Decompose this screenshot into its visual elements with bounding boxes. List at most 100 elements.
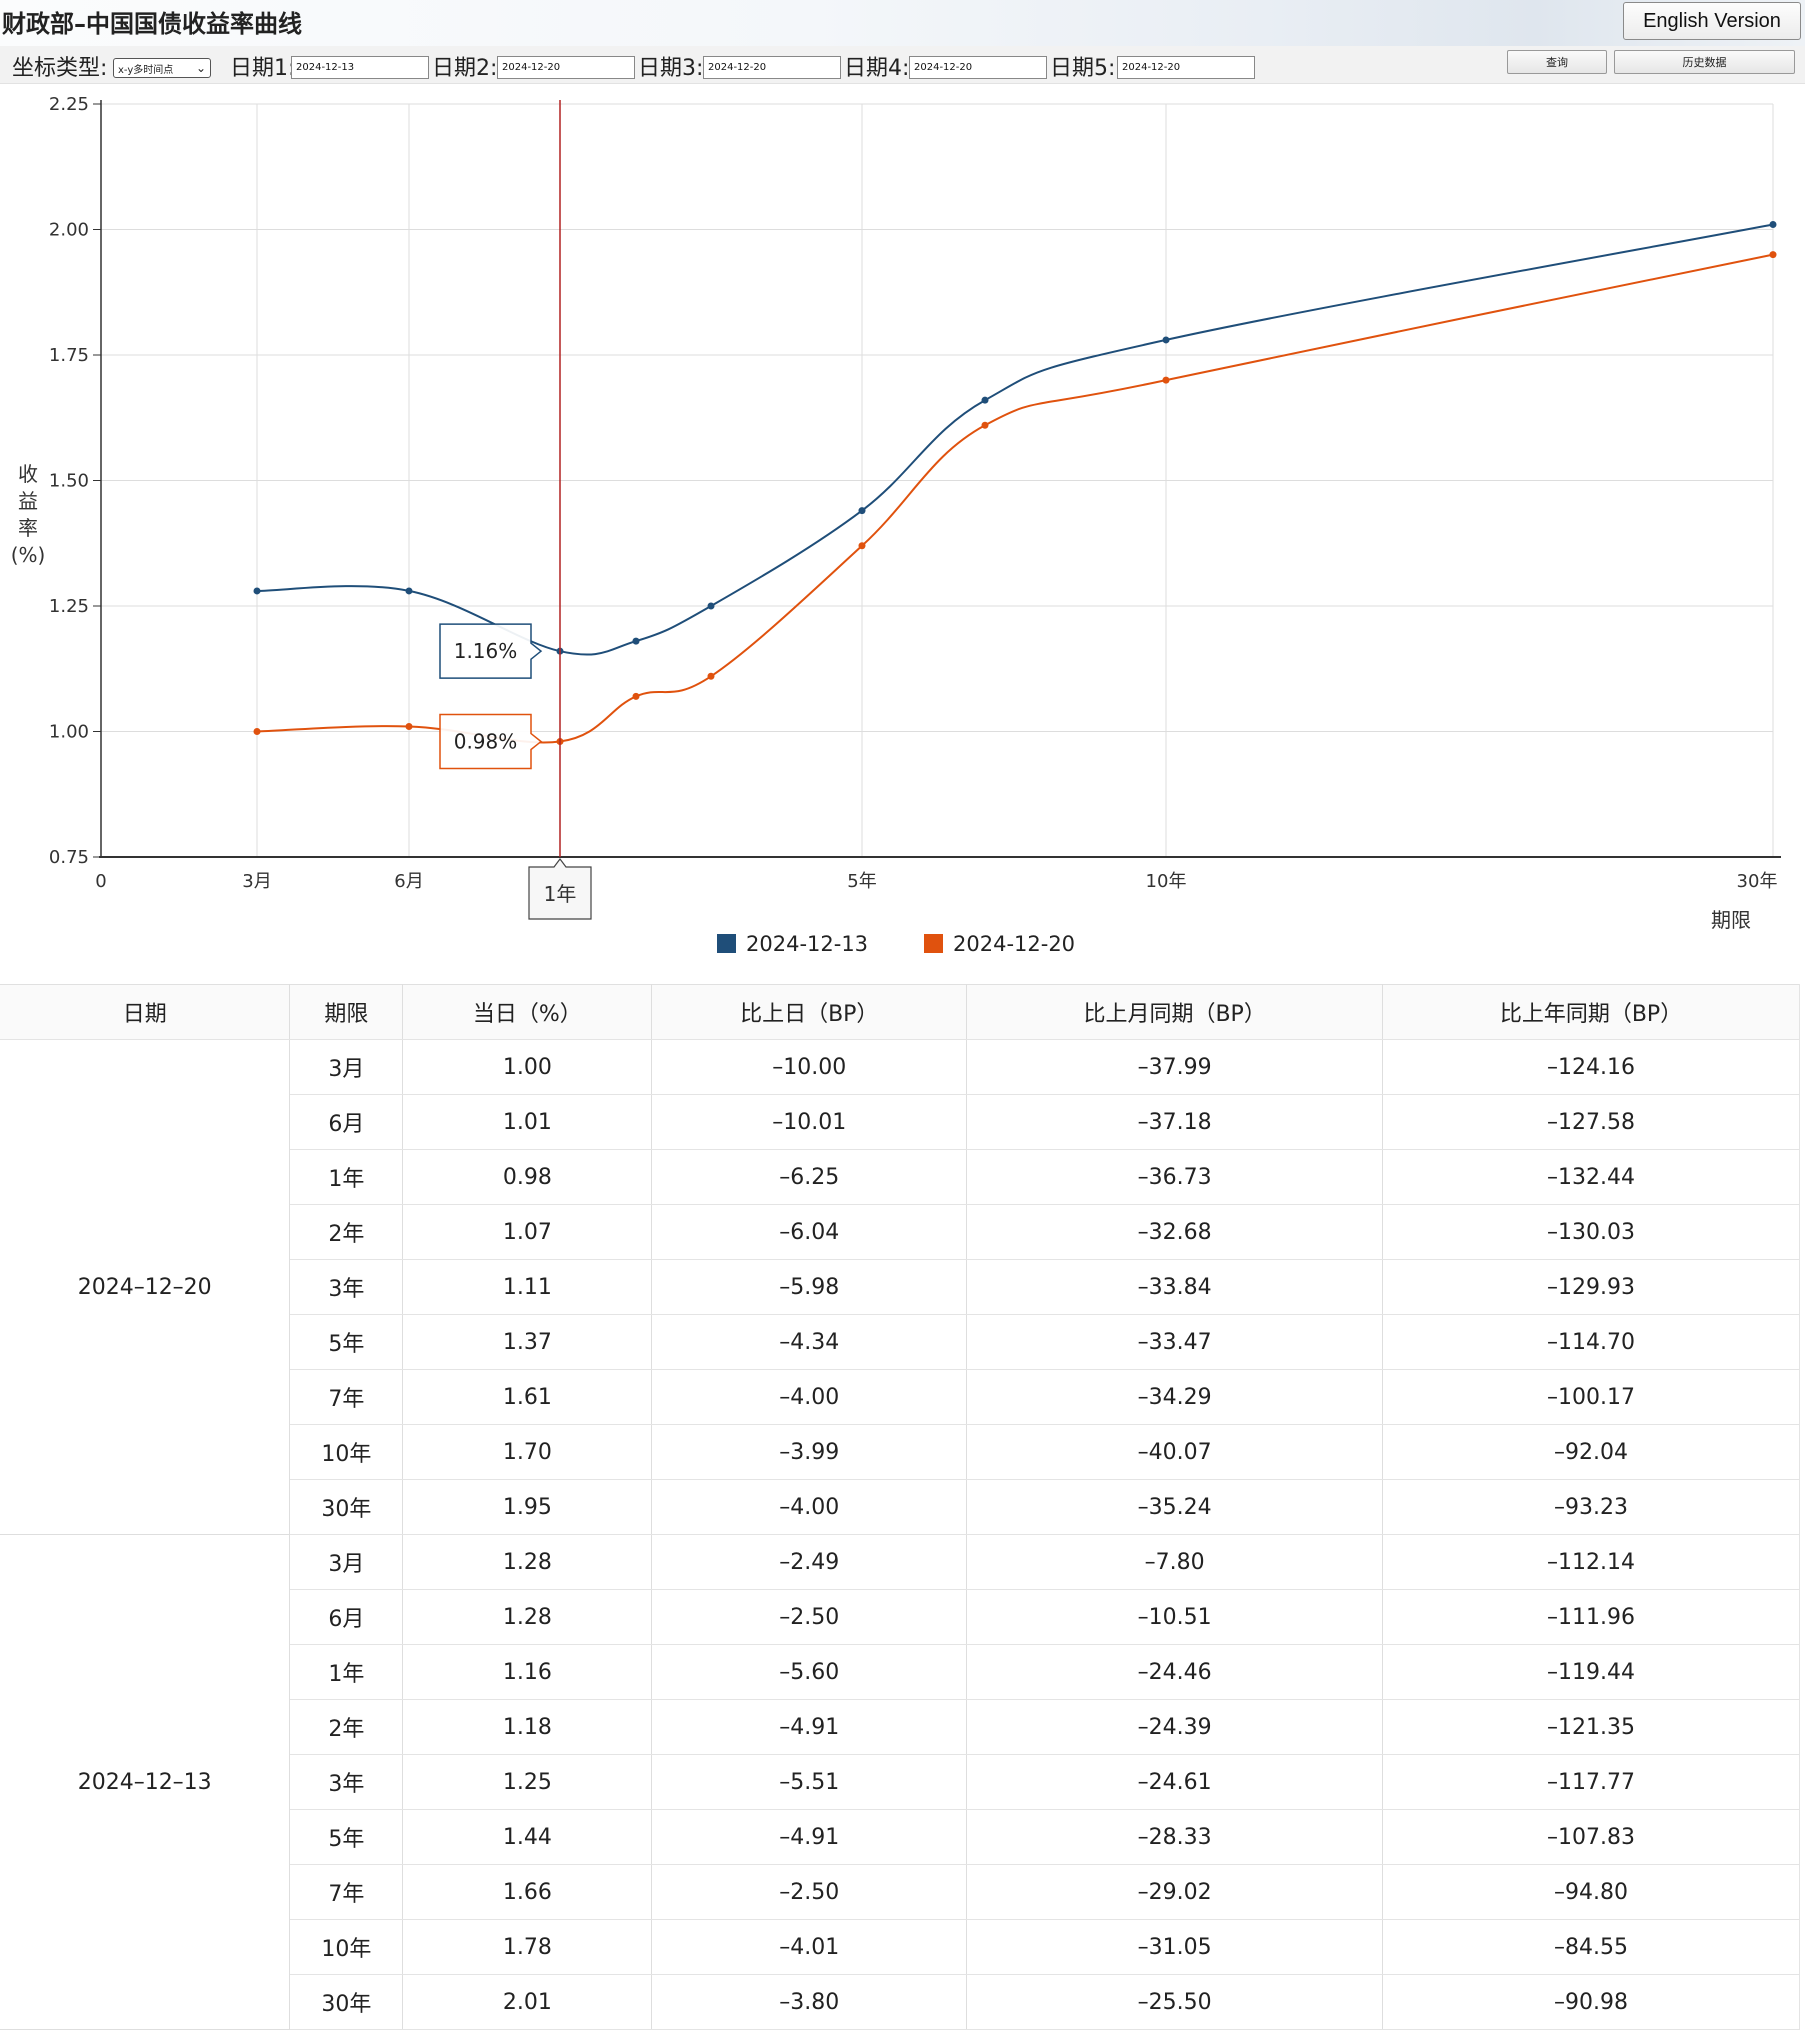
date2-input[interactable]: 2024-12-20 <box>497 56 635 79</box>
legend-label[interactable]: 2024-12-20 <box>953 932 1075 956</box>
table-row: 10年 1.78 –4.01 –31.05 –84.55 <box>0 1919 1800 1975</box>
today-yield-cell: 1.16 <box>402 1644 653 1700</box>
y-tick-label: 1.50 <box>49 471 89 492</box>
vs-prev-year-cell: –129.93 <box>1382 1259 1800 1315</box>
table-row: 7年 1.61 –4.00 –34.29 –100.17 <box>0 1369 1800 1425</box>
y-tick-label: 0.75 <box>49 847 89 868</box>
data-point[interactable] <box>707 602 715 610</box>
today-yield-cell: 1.28 <box>402 1534 653 1590</box>
vs-prev-day-cell: –4.01 <box>651 1919 968 1975</box>
y-axis-label: (%) <box>11 543 46 567</box>
term-cell: 30年 <box>289 1974 404 2030</box>
data-point[interactable] <box>253 587 261 595</box>
query-button[interactable]: 查询 <box>1507 50 1607 74</box>
data-point[interactable] <box>405 587 413 595</box>
today-yield-cell: 1.78 <box>402 1919 653 1975</box>
data-point[interactable] <box>1769 251 1777 259</box>
header-vs-prev-year: 比上年同期（BP） <box>1382 984 1800 1040</box>
data-point[interactable] <box>981 396 989 404</box>
data-point[interactable] <box>253 728 261 735</box>
vs-prev-year-cell: –121.35 <box>1382 1699 1800 1755</box>
term-cell: 3年 <box>289 1754 404 1810</box>
data-point[interactable] <box>1769 220 1777 228</box>
table-row: 5年 1.37 –4.34 –33.47 –114.70 <box>0 1314 1800 1370</box>
y-tick-label: 1.75 <box>49 345 89 366</box>
term-cell: 30年 <box>289 1479 404 1535</box>
x-tick-label: 10年 <box>1146 871 1187 892</box>
data-point[interactable] <box>405 722 413 730</box>
vs-prev-year-cell: –130.03 <box>1382 1204 1800 1260</box>
data-point[interactable] <box>632 692 640 700</box>
date1-label: 日期1: <box>230 56 296 81</box>
data-point[interactable] <box>1162 336 1170 344</box>
vs-prev-month-cell: –24.39 <box>966 1699 1384 1755</box>
series-line <box>256 223 1774 656</box>
date4-input[interactable]: 2024-12-20 <box>909 56 1047 79</box>
table-row: 7年 1.66 –2.50 –29.02 –94.80 <box>0 1864 1800 1920</box>
vs-prev-month-cell: –25.50 <box>966 1974 1384 2030</box>
date5-input[interactable]: 2024-12-20 <box>1117 56 1255 79</box>
vs-prev-day-cell: –6.25 <box>651 1149 968 1205</box>
legend-swatch[interactable] <box>717 934 736 953</box>
today-yield-cell: 0.98 <box>402 1149 653 1205</box>
vs-prev-year-cell: –100.17 <box>1382 1369 1800 1425</box>
date3-label: 日期3: <box>638 56 704 81</box>
vs-prev-day-cell: –2.49 <box>651 1534 968 1590</box>
y-axis-label: 益 <box>18 489 38 513</box>
vs-prev-year-cell: –124.16 <box>1382 1039 1800 1095</box>
term-cell: 3月 <box>289 1039 404 1095</box>
data-point[interactable] <box>632 637 640 645</box>
header-vs-prev-month: 比上月同期（BP） <box>966 984 1384 1040</box>
legend-swatch[interactable] <box>924 934 943 953</box>
data-point[interactable] <box>981 421 989 429</box>
vs-prev-day-cell: –3.99 <box>651 1424 968 1480</box>
legend-label[interactable]: 2024-12-13 <box>746 932 868 956</box>
today-yield-cell: 1.01 <box>402 1094 653 1150</box>
data-point[interactable] <box>858 542 866 550</box>
term-cell: 1年 <box>289 1644 404 1700</box>
vs-prev-year-cell: –90.98 <box>1382 1974 1800 2030</box>
table-row: 2年 1.07 –6.04 –32.68 –130.03 <box>0 1204 1800 1260</box>
today-yield-cell: 1.61 <box>402 1369 653 1425</box>
y-axis-label: 率 <box>18 516 38 540</box>
today-yield-cell: 1.44 <box>402 1809 653 1865</box>
date-cell: 2024–12–13 <box>0 1534 291 2030</box>
data-point[interactable] <box>858 507 866 515</box>
data-point[interactable] <box>707 672 715 680</box>
table-body: 2024–12–20 3月 1.00 –10.00 –37.99 –124.16 6月 1.0… <box>0 1039 1800 2030</box>
today-yield-cell: 1.37 <box>402 1314 653 1370</box>
vs-prev-year-cell: –107.83 <box>1382 1809 1800 1865</box>
english-version-button[interactable]: English Version <box>1623 2 1801 40</box>
history-data-button[interactable]: 历史数据 <box>1614 50 1795 74</box>
y-tick-label: 1.25 <box>49 596 89 617</box>
today-yield-cell: 1.95 <box>402 1479 653 1535</box>
vs-prev-month-cell: –40.07 <box>966 1424 1384 1480</box>
vs-prev-day-cell: –4.91 <box>651 1809 968 1865</box>
today-yield-cell: 1.00 <box>402 1039 653 1095</box>
term-cell: 6月 <box>289 1589 404 1645</box>
vs-prev-day-cell: –4.00 <box>651 1369 968 1425</box>
yield-curve-svg[interactable]: 0.75 1.00 1.25 1.50 1.75 2.00 2.25 0 3月 6月 5年 10年 30… <box>0 84 1805 984</box>
date4-label: 日期4: <box>844 56 910 81</box>
x-tick-label: 0 <box>95 871 106 892</box>
date3-input[interactable]: 2024-12-20 <box>703 56 841 79</box>
y-tick-label: 2.00 <box>49 220 89 241</box>
vs-prev-month-cell: –10.51 <box>966 1589 1384 1645</box>
x-tick-label: 3月 <box>242 871 271 892</box>
data-point[interactable] <box>1162 376 1170 384</box>
vs-prev-day-cell: –4.91 <box>651 1699 968 1755</box>
table-row: 3年 1.25 –5.51 –24.61 –117.77 <box>0 1754 1800 1810</box>
vs-prev-day-cell: –5.60 <box>651 1644 968 1700</box>
term-cell: 5年 <box>289 1809 404 1865</box>
vs-prev-month-cell: –37.18 <box>966 1094 1384 1150</box>
vs-prev-day-cell: –3.80 <box>651 1974 968 2030</box>
grid-lines <box>101 103 1774 858</box>
today-yield-cell: 1.66 <box>402 1864 653 1920</box>
vs-prev-day-cell: –10.00 <box>651 1039 968 1095</box>
vs-prev-month-cell: –7.80 <box>966 1534 1384 1590</box>
tooltip-value: 1.16% <box>454 639 518 663</box>
axis-type-select[interactable]: x-y多时间点 ⌄ <box>113 58 211 78</box>
table-row: 30年 1.95 –4.00 –35.24 –93.23 <box>0 1479 1800 1535</box>
axis-type-label: 坐标类型: <box>12 56 108 81</box>
date1-input[interactable]: 2024-12-13 <box>291 56 429 79</box>
